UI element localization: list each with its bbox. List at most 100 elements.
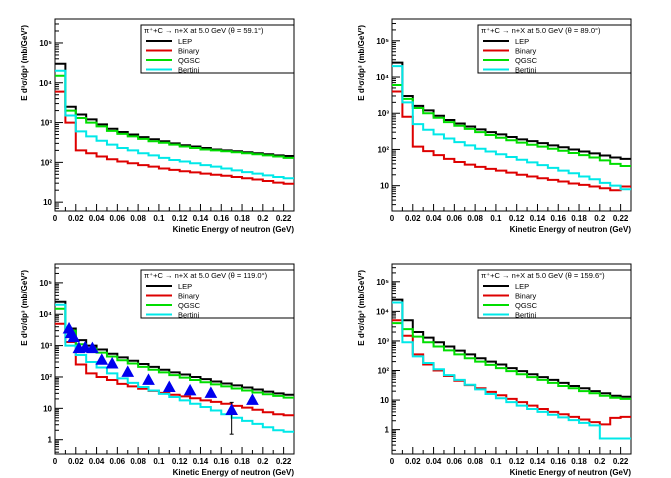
y-tick-label: 10	[43, 404, 52, 413]
y-tick-label: 10³	[377, 337, 389, 346]
series-line-qgsc	[392, 84, 631, 167]
x-tick-label: 0.12	[172, 457, 188, 466]
x-tick-label: 0.2	[594, 214, 606, 223]
y-tick-label: 10⁵	[376, 37, 389, 46]
data-point	[204, 386, 218, 398]
x-tick-label: 0.02	[405, 457, 421, 466]
y-tick-label: 10⁴	[39, 79, 52, 88]
legend-label: LEP	[178, 37, 192, 46]
chart-title: π⁺+C → n+X at 5.0 GeV (θ = 119.0°)	[144, 271, 268, 280]
y-tick-label: 10²	[377, 145, 389, 154]
x-tick-label: 0.18	[234, 457, 250, 466]
data-point	[95, 353, 109, 365]
series-line-binary	[55, 90, 294, 185]
legend-label: Bertini	[178, 66, 200, 75]
data-point	[78, 340, 92, 353]
legend-label: Bertini	[515, 66, 537, 75]
x-tick-label: 0.16	[550, 457, 566, 466]
y-tick-label: 10³	[40, 342, 52, 351]
y-tick-label: 10²	[40, 373, 52, 382]
x-tick-label: 0.14	[193, 457, 209, 466]
x-tick-label: 0	[390, 214, 395, 223]
y-tick-label: 10	[380, 396, 389, 405]
series-line-lep	[55, 62, 294, 157]
y-tick-label: 10²	[377, 367, 389, 376]
x-tick-label: 0.1	[490, 214, 502, 223]
x-tick-label: 0.04	[426, 457, 442, 466]
legend-box	[140, 24, 295, 74]
data-point	[246, 393, 259, 405]
y-tick-label: 10⁵	[376, 278, 389, 287]
x-tick-label: 0.02	[68, 214, 84, 223]
y-tick-label: 1	[385, 426, 390, 435]
x-tick-label: 0.22	[613, 214, 629, 223]
x-tick-label: 0.06	[110, 457, 126, 466]
y-tick-label: 10	[380, 182, 389, 191]
x-axis-label: Kinetic Energy of neutron (GeV)	[173, 468, 295, 477]
legend-label: Binary	[515, 292, 537, 301]
data-point	[142, 373, 155, 385]
chart-panel-4: 0 0.02 0.04 0.06 0.08 0.1 0.12 0.14 0.16 0.18 0.2 0…	[357, 263, 632, 477]
series-line-qgsc	[392, 322, 631, 400]
series-line-bertini	[55, 303, 294, 433]
y-tick-label: 10³	[377, 109, 389, 118]
x-tick-label: 0.2	[257, 214, 269, 223]
legend-box	[477, 269, 632, 319]
x-tick-label: 0.18	[571, 214, 587, 223]
legend-box	[140, 269, 295, 319]
chart-panel-1: 0 0.02 0.04 0.06 0.08 0.1 0.12 0.14 0.16 0.18 0.2 0…	[20, 18, 295, 234]
chart-title: π⁺+C → n+X at 5.0 GeV (θ = 89.0°)	[481, 26, 601, 35]
legend-label: LEP	[515, 282, 529, 291]
x-tick-label: 0.16	[213, 457, 229, 466]
series-line-lep	[55, 300, 294, 396]
series-line-qgsc	[55, 74, 294, 159]
x-tick-label: 0.04	[89, 457, 105, 466]
x-tick-label: 0.22	[613, 457, 629, 466]
x-tick-label: 0.06	[110, 214, 126, 223]
legend-label: QGSC	[178, 301, 201, 310]
series-line-binary	[392, 319, 631, 426]
x-tick-label: 0.08	[130, 457, 146, 466]
y-axis-label: E d³σ/dp³ (mb/GeV²)	[357, 270, 366, 346]
y-tick-label: 1	[48, 436, 53, 445]
legend-label: Binary	[515, 47, 537, 56]
legend-label: QGSC	[178, 56, 201, 65]
legend-label: Binary	[178, 47, 200, 56]
x-tick-label: 0.1	[153, 214, 165, 223]
data-point	[67, 330, 81, 343]
chart-title: π⁺+C → n+X at 5.0 GeV (θ = 59.1°)	[144, 26, 264, 35]
series-line-bertini	[392, 301, 631, 440]
x-tick-label: 0.14	[193, 214, 209, 223]
y-tick-label: 10⁴	[376, 307, 389, 316]
legend-label: Bertini	[178, 311, 200, 320]
x-tick-label: 0.08	[467, 457, 483, 466]
series-line-bertini	[55, 69, 294, 180]
x-tick-label: 0.16	[213, 214, 229, 223]
x-tick-label: 0.1	[153, 457, 165, 466]
x-tick-label: 0.22	[276, 457, 292, 466]
x-tick-label: 0.1	[490, 457, 502, 466]
x-tick-label: 0.18	[234, 214, 250, 223]
y-axis-label: E d³σ/dp³ (mb/GeV²)	[20, 270, 29, 346]
x-tick-label: 0	[390, 457, 395, 466]
y-tick-label: 10⁵	[39, 39, 52, 48]
y-axis-label: E d³σ/dp³ (mb/GeV²)	[357, 25, 366, 101]
x-axis-label: Kinetic Energy of neutron (GeV)	[510, 468, 632, 477]
x-tick-label: 0.12	[172, 214, 188, 223]
data-point	[86, 341, 99, 354]
legend-label: QGSC	[515, 301, 538, 310]
y-tick-label: 10⁴	[376, 73, 389, 82]
chart-title: π⁺+C → n+X at 5.0 GeV (θ = 159.6°)	[481, 271, 605, 280]
x-tick-label: 0.2	[257, 457, 269, 466]
x-tick-label: 0.04	[89, 214, 105, 223]
plot-frame	[54, 263, 295, 455]
legend-label: LEP	[515, 37, 529, 46]
x-axis-label: Kinetic Energy of neutron (GeV)	[173, 225, 295, 234]
y-tick-label: 10²	[40, 158, 52, 167]
x-tick-label: 0.22	[276, 214, 292, 223]
y-axis-label: E d³σ/dp³ (mb/GeV²)	[20, 25, 29, 101]
x-tick-label: 0.06	[447, 214, 463, 223]
series-line-qgsc	[55, 307, 294, 399]
x-tick-label: 0.02	[68, 457, 84, 466]
